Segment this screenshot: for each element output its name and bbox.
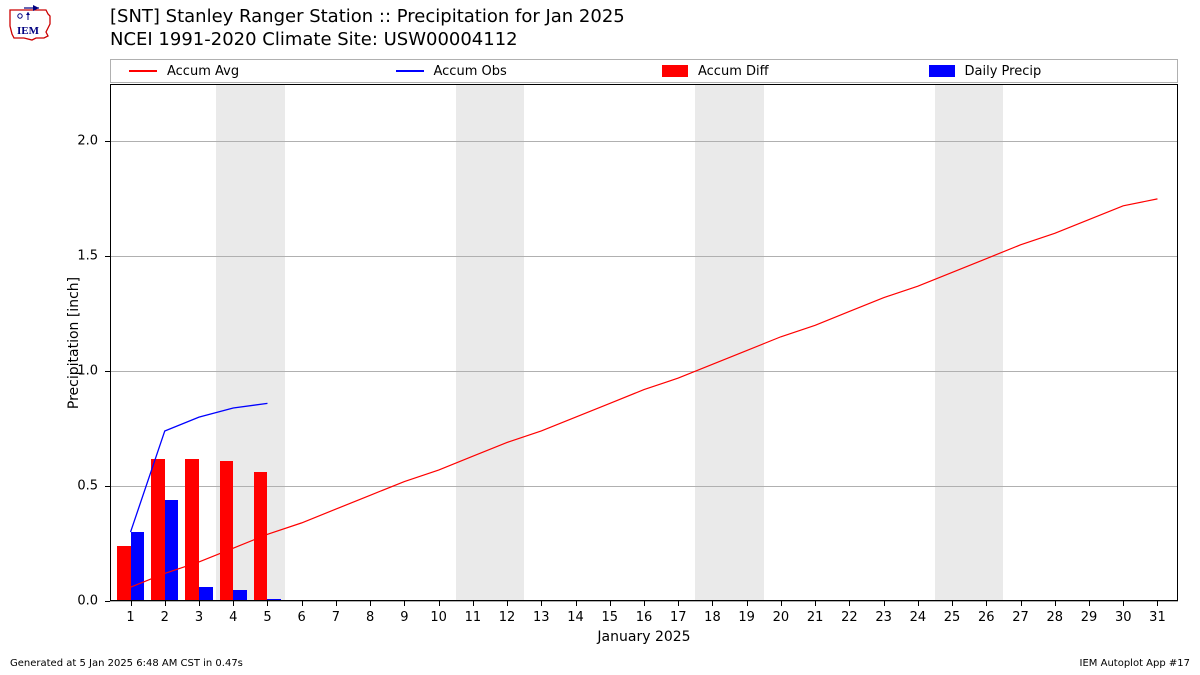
x-tick-mark xyxy=(165,601,166,606)
line-layer xyxy=(110,84,1178,601)
axis-spine xyxy=(110,84,111,601)
y-tick-label: 1.5 xyxy=(77,249,98,264)
x-tick-label: 14 xyxy=(567,610,584,625)
x-tick-mark xyxy=(439,601,440,606)
x-tick-label: 27 xyxy=(1012,610,1029,625)
x-tick-mark xyxy=(507,601,508,606)
x-tick-mark xyxy=(644,601,645,606)
x-tick-mark xyxy=(610,601,611,606)
x-tick-mark xyxy=(576,601,577,606)
x-tick-label: 15 xyxy=(601,610,618,625)
x-tick-label: 22 xyxy=(841,610,858,625)
x-tick-label: 11 xyxy=(465,610,482,625)
x-tick-label: 19 xyxy=(738,610,755,625)
x-tick-label: 7 xyxy=(332,610,340,625)
x-tick-label: 28 xyxy=(1046,610,1063,625)
legend-label: Accum Avg xyxy=(167,64,239,79)
x-tick-mark xyxy=(1021,601,1022,606)
x-tick-label: 1 xyxy=(126,610,134,625)
x-tick-label: 12 xyxy=(499,610,516,625)
x-axis-label: January 2025 xyxy=(597,629,690,645)
legend-swatch xyxy=(396,70,424,72)
x-tick-mark xyxy=(131,601,132,606)
x-tick-mark xyxy=(918,601,919,606)
x-tick-mark xyxy=(233,601,234,606)
iem-logo: IEM xyxy=(6,4,54,44)
x-tick-mark xyxy=(986,601,987,606)
x-tick-mark xyxy=(404,601,405,606)
title-line-2: NCEI 1991-2020 Climate Site: USW00004112 xyxy=(110,29,625,52)
x-tick-label: 6 xyxy=(298,610,306,625)
x-tick-mark xyxy=(473,601,474,606)
footer-app: IEM Autoplot App #17 xyxy=(1080,658,1190,669)
x-tick-mark xyxy=(1157,601,1158,606)
x-tick-mark xyxy=(302,601,303,606)
x-tick-label: 5 xyxy=(263,610,271,625)
x-tick-mark xyxy=(747,601,748,606)
x-tick-mark xyxy=(1055,601,1056,606)
x-tick-label: 29 xyxy=(1081,610,1098,625)
axis-spine xyxy=(1177,84,1178,601)
line-accum-obs xyxy=(131,403,268,532)
x-tick-label: 10 xyxy=(430,610,447,625)
x-tick-mark xyxy=(370,601,371,606)
x-tick-mark xyxy=(815,601,816,606)
x-tick-mark xyxy=(884,601,885,606)
legend-item: Accum Obs xyxy=(378,64,645,79)
x-tick-mark xyxy=(952,601,953,606)
chart-title: [SNT] Stanley Ranger Station :: Precipit… xyxy=(110,6,625,51)
axis-spine xyxy=(110,600,1178,601)
y-tick-label: 2.0 xyxy=(77,134,98,149)
legend-swatch xyxy=(662,65,688,77)
x-tick-label: 2 xyxy=(161,610,169,625)
legend-swatch xyxy=(929,65,955,77)
x-tick-mark xyxy=(1089,601,1090,606)
x-tick-label: 13 xyxy=(533,610,550,625)
x-tick-label: 30 xyxy=(1115,610,1132,625)
x-tick-label: 21 xyxy=(807,610,824,625)
x-tick-label: 23 xyxy=(875,610,892,625)
legend-item: Daily Precip xyxy=(911,64,1178,79)
x-tick-mark xyxy=(849,601,850,606)
x-tick-label: 24 xyxy=(910,610,927,625)
x-tick-mark xyxy=(336,601,337,606)
line-accum-avg xyxy=(131,199,1158,587)
x-tick-label: 26 xyxy=(978,610,995,625)
legend-label: Daily Precip xyxy=(965,64,1042,79)
x-tick-mark xyxy=(781,601,782,606)
legend-item: Accum Avg xyxy=(111,64,378,79)
x-tick-label: 3 xyxy=(195,610,203,625)
legend-swatch xyxy=(129,70,157,72)
x-tick-label: 16 xyxy=(636,610,653,625)
legend: Accum Avg Accum Obs Accum Diff Daily Precip xyxy=(110,59,1178,83)
x-tick-label: 20 xyxy=(773,610,790,625)
y-axis-label: Precipitation [inch] xyxy=(66,276,82,408)
y-tick-label: 0.5 xyxy=(77,479,98,494)
x-tick-label: 9 xyxy=(400,610,408,625)
x-tick-mark xyxy=(267,601,268,606)
x-tick-mark xyxy=(678,601,679,606)
x-tick-mark xyxy=(712,601,713,606)
svg-text:IEM: IEM xyxy=(17,25,40,37)
x-tick-mark xyxy=(199,601,200,606)
x-tick-label: 4 xyxy=(229,610,237,625)
legend-label: Accum Obs xyxy=(434,64,507,79)
x-tick-label: 18 xyxy=(704,610,721,625)
legend-item: Accum Diff xyxy=(644,64,911,79)
legend-label: Accum Diff xyxy=(698,64,769,79)
x-tick-mark xyxy=(1123,601,1124,606)
footer-generated: Generated at 5 Jan 2025 6:48 AM CST in 0… xyxy=(10,658,243,669)
plot-area: 0.00.51.01.52.01234567891011121314151617… xyxy=(110,84,1178,601)
x-tick-label: 25 xyxy=(944,610,961,625)
y-tick-label: 0.0 xyxy=(77,594,98,609)
x-tick-label: 8 xyxy=(366,610,374,625)
x-tick-mark xyxy=(541,601,542,606)
title-line-1: [SNT] Stanley Ranger Station :: Precipit… xyxy=(110,6,625,29)
axis-spine xyxy=(110,84,1178,85)
x-tick-label: 31 xyxy=(1149,610,1166,625)
x-tick-label: 17 xyxy=(670,610,687,625)
y-tick-mark xyxy=(105,601,110,602)
